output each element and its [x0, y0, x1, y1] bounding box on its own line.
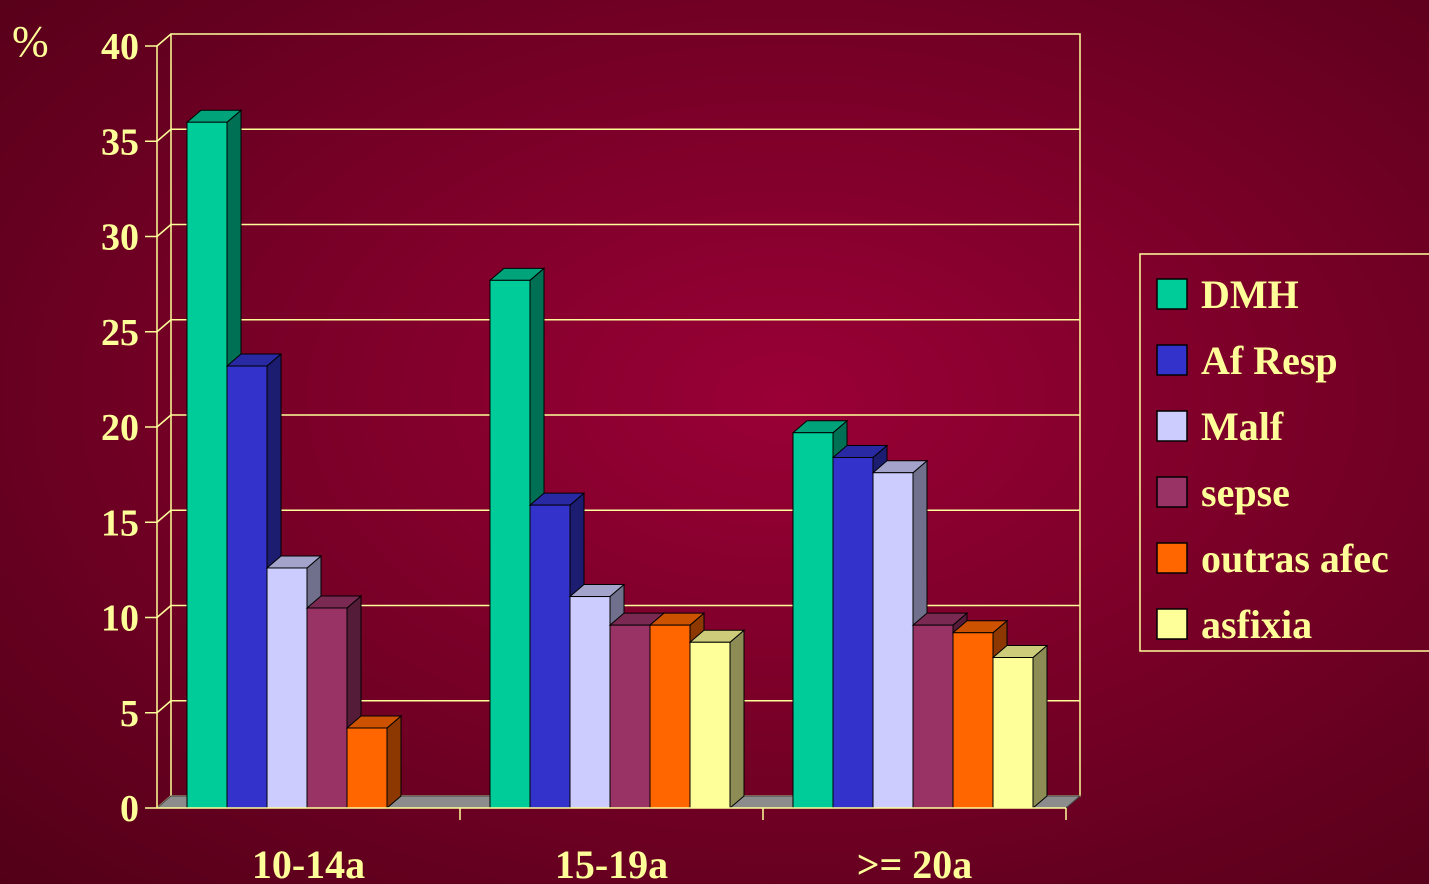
bar-front	[569, 596, 611, 809]
bar-front	[186, 121, 228, 809]
legend-swatch	[1156, 410, 1188, 442]
legend-item-asfixia: asfixia	[1156, 602, 1312, 647]
bar-front	[912, 624, 954, 809]
bars	[185, 109, 1049, 810]
legend-label: sepse	[1201, 470, 1290, 515]
legend-item-outras-afec: outras afec	[1156, 536, 1389, 581]
bar-af-resp-0	[225, 352, 283, 810]
bar-front	[226, 365, 268, 809]
legend-swatch	[1156, 542, 1188, 574]
y-axis-label: %	[12, 17, 49, 66]
side-gridline	[156, 33, 172, 47]
side-gridline	[156, 223, 172, 238]
side-gridline	[156, 319, 172, 333]
y-tick-label: 40	[101, 26, 139, 68]
y-tick-label: 0	[120, 788, 139, 830]
side-gridline	[156, 700, 172, 714]
bar-front	[992, 657, 1034, 809]
legend-label: asfixia	[1201, 602, 1312, 647]
side-gridline	[156, 604, 172, 619]
bar-outras-afec-0	[345, 714, 403, 810]
bar-side	[1032, 644, 1048, 810]
y-tick-label: 25	[101, 312, 139, 354]
legend-label: Af Resp	[1201, 338, 1338, 383]
legend: DMH Af Resp Malf sepse outras afec asfixia	[1139, 253, 1429, 652]
legend-item-dmh: DMH	[1156, 272, 1299, 317]
legend-item-malf: Malf	[1156, 404, 1284, 449]
y-tick-label: 5	[120, 693, 139, 735]
legend-item-af-resp: Af Resp	[1156, 338, 1338, 383]
legend-swatch	[1156, 608, 1188, 640]
x-tick-label: >= 20a	[857, 842, 973, 884]
legend-swatch	[1156, 278, 1188, 310]
bar-front	[689, 641, 731, 809]
bar-side	[386, 714, 402, 810]
legend-item-sepse: sepse	[1156, 470, 1290, 515]
side-gridline	[156, 128, 172, 142]
y-tick-label: 20	[101, 407, 139, 449]
bar-front	[952, 632, 994, 809]
x-tick-label: 10-14a	[252, 842, 365, 884]
bar-front	[832, 456, 874, 809]
legend-label: outras afec	[1201, 536, 1389, 581]
bar-front	[306, 607, 348, 809]
bar-front	[529, 504, 571, 809]
axes	[145, 45, 1067, 820]
y-tick-label: 15	[101, 502, 139, 544]
legend-box	[1139, 253, 1429, 652]
bar-front	[609, 624, 651, 809]
bar-front	[792, 432, 834, 809]
x-tick-label: 15-19a	[555, 842, 668, 884]
y-tick-label: 35	[101, 121, 139, 163]
x-tick-labels: 10-14a 15-19a >= 20a	[252, 842, 972, 884]
bar-front	[649, 624, 691, 809]
bar-front	[266, 567, 308, 809]
bar-asfixia-2	[991, 644, 1049, 810]
legend-swatch	[1156, 344, 1188, 376]
y-tick-labels: 0 5 10 15 20 25 30 35 40	[101, 26, 139, 830]
legend-label: Malf	[1201, 404, 1284, 449]
y-tick-label: 30	[101, 217, 139, 259]
bar-front	[489, 279, 531, 809]
side-gridline	[156, 414, 172, 428]
y-tick-label: 10	[101, 598, 139, 640]
bar-asfixia-1	[688, 629, 746, 810]
bar-side	[729, 629, 745, 810]
side-gridline	[156, 509, 172, 523]
bar-front	[872, 472, 914, 809]
bar-front	[346, 727, 388, 809]
legend-swatch	[1156, 476, 1188, 508]
legend-label: DMH	[1201, 272, 1299, 317]
